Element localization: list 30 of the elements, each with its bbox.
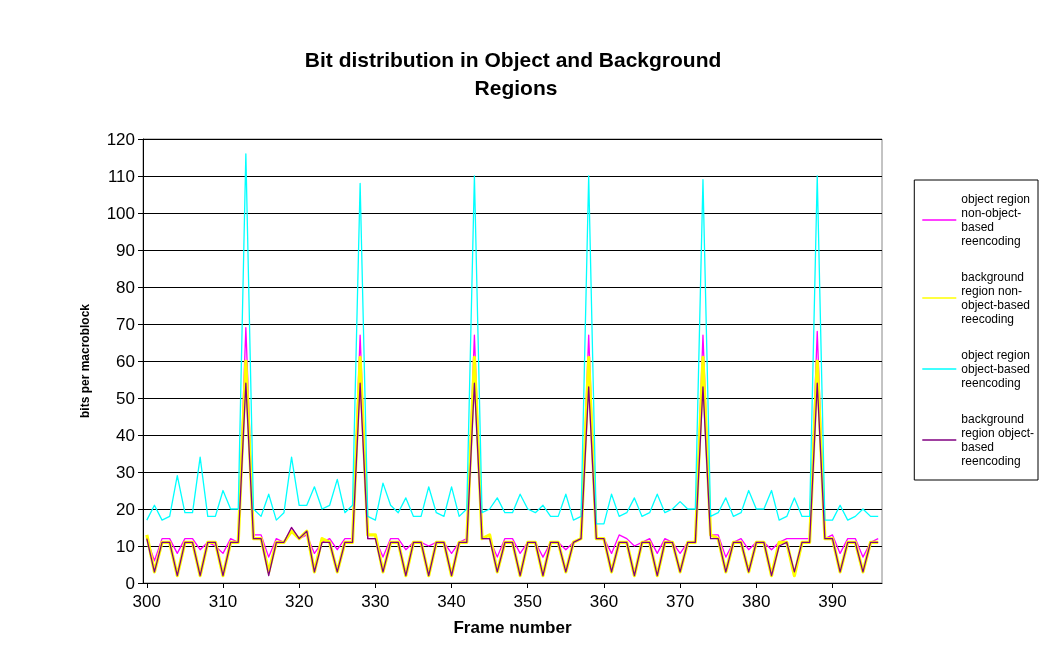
x-tick-label: 390 — [818, 592, 847, 611]
y-axis-title: bits per macroblock — [78, 303, 92, 419]
y-tick-label: 0 — [125, 573, 135, 593]
legend-label: object region object-based reencoding — [961, 348, 1031, 390]
legend-label: background region object-based reencoding — [961, 412, 1035, 468]
x-tick-label: 330 — [361, 592, 390, 611]
x-tick-label: 300 — [132, 592, 161, 611]
y-tick-label: 80 — [116, 277, 135, 297]
x-tick-label: 350 — [513, 592, 542, 611]
y-tick-label: 40 — [116, 425, 135, 445]
y-tick-label: 110 — [107, 166, 135, 186]
y-tick-label: 60 — [116, 351, 135, 371]
x-tick-label: 380 — [742, 592, 771, 611]
x-tick-label: 360 — [589, 592, 619, 611]
y-tick-label: 100 — [106, 203, 135, 223]
y-tick-label: 90 — [116, 240, 135, 260]
legend-label: background region non-object-based reecoding — [961, 270, 1031, 326]
y-tick-label: 20 — [116, 499, 135, 519]
y-tick-label: 10 — [116, 536, 135, 556]
x-tick-label: 340 — [437, 592, 466, 611]
y-tick-label: 30 — [116, 462, 135, 482]
x-tick-label: 370 — [665, 592, 695, 611]
y-tick-label: 50 — [116, 388, 135, 408]
x-axis-title: Frame number — [453, 618, 572, 637]
y-tick-label: 120 — [106, 129, 135, 149]
y-tick-label: 70 — [116, 314, 135, 334]
legend-label: object region non-object-based reencoding — [961, 192, 1031, 248]
x-tick-label: 320 — [284, 592, 314, 611]
x-tick-label: 310 — [208, 592, 238, 611]
chart-title: Bit distribution in Object and Background Regions — [304, 47, 728, 99]
